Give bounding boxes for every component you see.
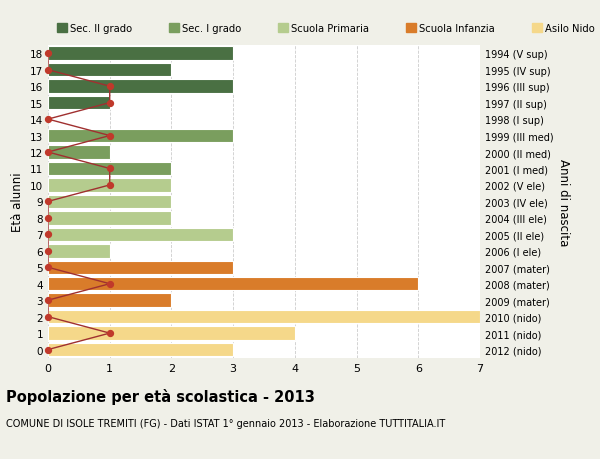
Point xyxy=(43,231,53,239)
Point xyxy=(105,165,115,173)
Bar xyxy=(48,97,110,110)
Bar xyxy=(48,212,172,225)
Point xyxy=(43,313,53,321)
Bar xyxy=(48,162,172,176)
Bar xyxy=(48,64,172,77)
Bar xyxy=(48,310,480,324)
Point xyxy=(105,330,115,337)
Text: COMUNE DI ISOLE TREMITI (FG) - Dati ISTAT 1° gennaio 2013 - Elaborazione TUTTITA: COMUNE DI ISOLE TREMITI (FG) - Dati ISTA… xyxy=(6,418,445,428)
Bar xyxy=(48,327,295,340)
Point xyxy=(43,198,53,206)
Bar xyxy=(48,261,233,274)
Bar xyxy=(48,129,233,143)
Point xyxy=(43,116,53,123)
Bar xyxy=(48,228,233,241)
Legend: Sec. II grado, Sec. I grado, Scuola Primaria, Scuola Infanzia, Asilo Nido, Stran: Sec. II grado, Sec. I grado, Scuola Prim… xyxy=(53,20,600,38)
Point xyxy=(105,182,115,189)
Bar xyxy=(48,245,110,258)
Point xyxy=(105,83,115,90)
Point xyxy=(43,50,53,58)
Point xyxy=(43,149,53,157)
Point xyxy=(43,346,53,353)
Point xyxy=(43,67,53,74)
Text: Popolazione per età scolastica - 2013: Popolazione per età scolastica - 2013 xyxy=(6,388,315,404)
Bar xyxy=(48,343,233,357)
Point xyxy=(43,215,53,222)
Point xyxy=(43,264,53,271)
Point xyxy=(105,100,115,107)
Bar xyxy=(48,277,418,291)
Y-axis label: Anni di nascita: Anni di nascita xyxy=(557,158,570,246)
Bar xyxy=(48,146,110,159)
Bar xyxy=(48,80,233,94)
Bar xyxy=(48,179,172,192)
Point xyxy=(105,133,115,140)
Point xyxy=(43,297,53,304)
Point xyxy=(43,247,53,255)
Bar xyxy=(48,47,233,61)
Y-axis label: Età alunni: Età alunni xyxy=(11,172,25,232)
Bar xyxy=(48,294,172,307)
Point xyxy=(105,280,115,288)
Bar xyxy=(48,195,172,209)
